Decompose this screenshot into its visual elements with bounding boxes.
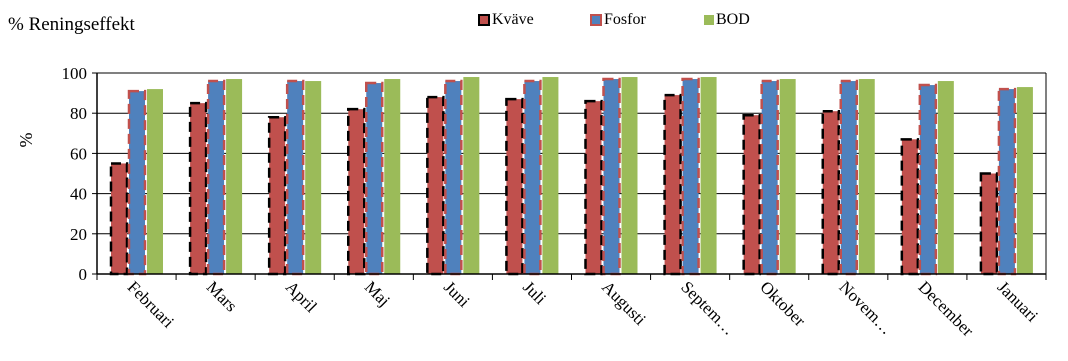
bar-fosfor-4 [444,79,463,276]
x-tick-label: Mars [203,277,241,315]
bar-fosfor-9 [839,79,858,276]
bar-bod-10 [937,81,954,274]
bar-kväve-0 [109,162,129,276]
legend-label-fosfor: Fosfor [604,11,646,28]
y-tick-label: 100 [62,64,88,83]
bar-bod-3 [384,79,401,274]
bar-bod-9 [858,79,875,274]
bar-kväve-6 [584,99,603,276]
bar-kväve-10 [900,138,920,276]
bar-kväve-11 [979,172,999,276]
bars [109,77,1033,276]
legend-item-fosfor: Fosfor [590,10,646,30]
axes [96,73,1047,280]
x-tick-label: April [282,277,321,316]
legend-swatch-kvave [478,14,490,26]
bar-fosfor-7 [681,77,700,276]
x-tick-label: Oktober [756,277,809,330]
y-axis-label: % [16,133,36,148]
bar-fosfor-1 [206,79,226,276]
bar-kväve-9 [821,109,840,276]
gridlines [92,72,1046,275]
bar-fosfor-10 [918,83,938,276]
x-tick-label: Augusti [598,277,650,329]
bar-bod-6 [621,77,638,275]
bar-kväve-5 [505,97,524,276]
legend-swatch-bod [704,15,714,25]
bar-fosfor-3 [365,81,384,276]
bar-bod-5 [542,77,559,275]
bar-kväve-1 [188,101,208,276]
bar-bod-1 [226,79,243,274]
bar-fosfor-11 [997,87,1017,276]
bar-fosfor-0 [127,89,147,276]
legend-item-kvave: Kväve [478,10,534,30]
y-tick-label: 80 [70,104,87,123]
bar-fosfor-6 [602,77,621,276]
y-tick-label: 60 [70,144,87,163]
bar-fosfor-2 [285,79,305,276]
bar-kväve-4 [426,95,445,276]
legend-label-kvave: Kväve [492,11,534,28]
legend-swatch-fosfor [590,14,602,26]
legend-label-bod: BOD [716,11,750,28]
y-tick-labels: 0 20 40 60 80 100 [62,64,88,284]
bar-bod-7 [700,77,717,275]
bar-bod-11 [1016,87,1033,274]
y-tick-label: 0 [79,265,88,284]
bar-bod-8 [779,79,796,274]
x-tick-label: Septem… [677,277,739,339]
bar-kväve-7 [663,93,682,276]
y-tick-label: 40 [70,185,87,204]
legend-item-bod: BOD [704,10,750,30]
bar-kväve-2 [267,115,287,276]
bar-bod-0 [147,89,163,274]
x-tick-label: Februari [124,277,178,331]
chart-title: % Reningseffekt [8,14,135,35]
bar-fosfor-5 [523,79,542,276]
x-tick-label: Januari [994,277,1042,325]
bar-fosfor-8 [760,79,779,276]
bar-kväve-8 [742,113,761,276]
x-tick-label: Juli [519,277,550,308]
x-tick-label: Juni [440,277,474,311]
y-tick-label: 20 [70,225,87,244]
bar-bod-2 [305,81,322,274]
x-tick-label: Maj [361,277,394,310]
x-tick-label: December [915,277,978,340]
x-tick-labels: Februari Mars April Maj Juni Juli Augusti Septe… [124,277,1042,340]
x-tick-label: Novem… [835,277,896,338]
bar-bod-4 [463,77,480,275]
bar-kväve-3 [347,107,366,276]
